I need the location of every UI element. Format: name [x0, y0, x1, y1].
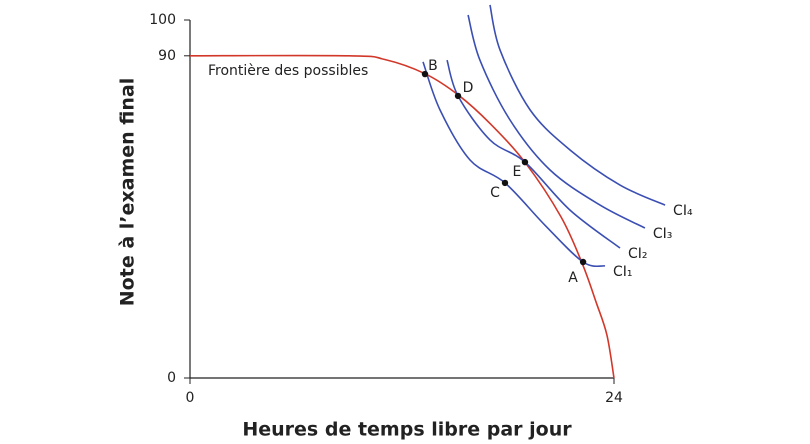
y-tick-label: 90 [158, 48, 176, 64]
y-tick-label: 0 [167, 370, 176, 386]
point-label: A [568, 270, 578, 286]
point [579, 258, 587, 266]
series-label: Frontière des possibles [208, 63, 368, 79]
point [501, 179, 509, 187]
series-line [467, 14, 646, 229]
y-tick-label: 100 [149, 12, 176, 28]
x-tick-label: 0 [186, 390, 195, 406]
point-label: E [513, 164, 522, 180]
series-label: CI₄ [673, 203, 693, 219]
series-label: CI₂ [628, 246, 648, 262]
point [454, 92, 462, 100]
point [521, 158, 529, 166]
point-label: B [428, 58, 438, 74]
x-tick-label: 24 [605, 390, 623, 406]
series-line [189, 54, 615, 379]
point-label: D [463, 80, 474, 96]
point [421, 70, 429, 78]
series-line [489, 4, 666, 206]
point-label: C [490, 185, 500, 201]
series-label: CI₃ [653, 226, 673, 242]
x-axis-label: Heures de temps libre par jour [242, 419, 572, 441]
y-axis-label: Note à l’examen final [117, 78, 139, 306]
series-label: CI₁ [613, 264, 633, 280]
